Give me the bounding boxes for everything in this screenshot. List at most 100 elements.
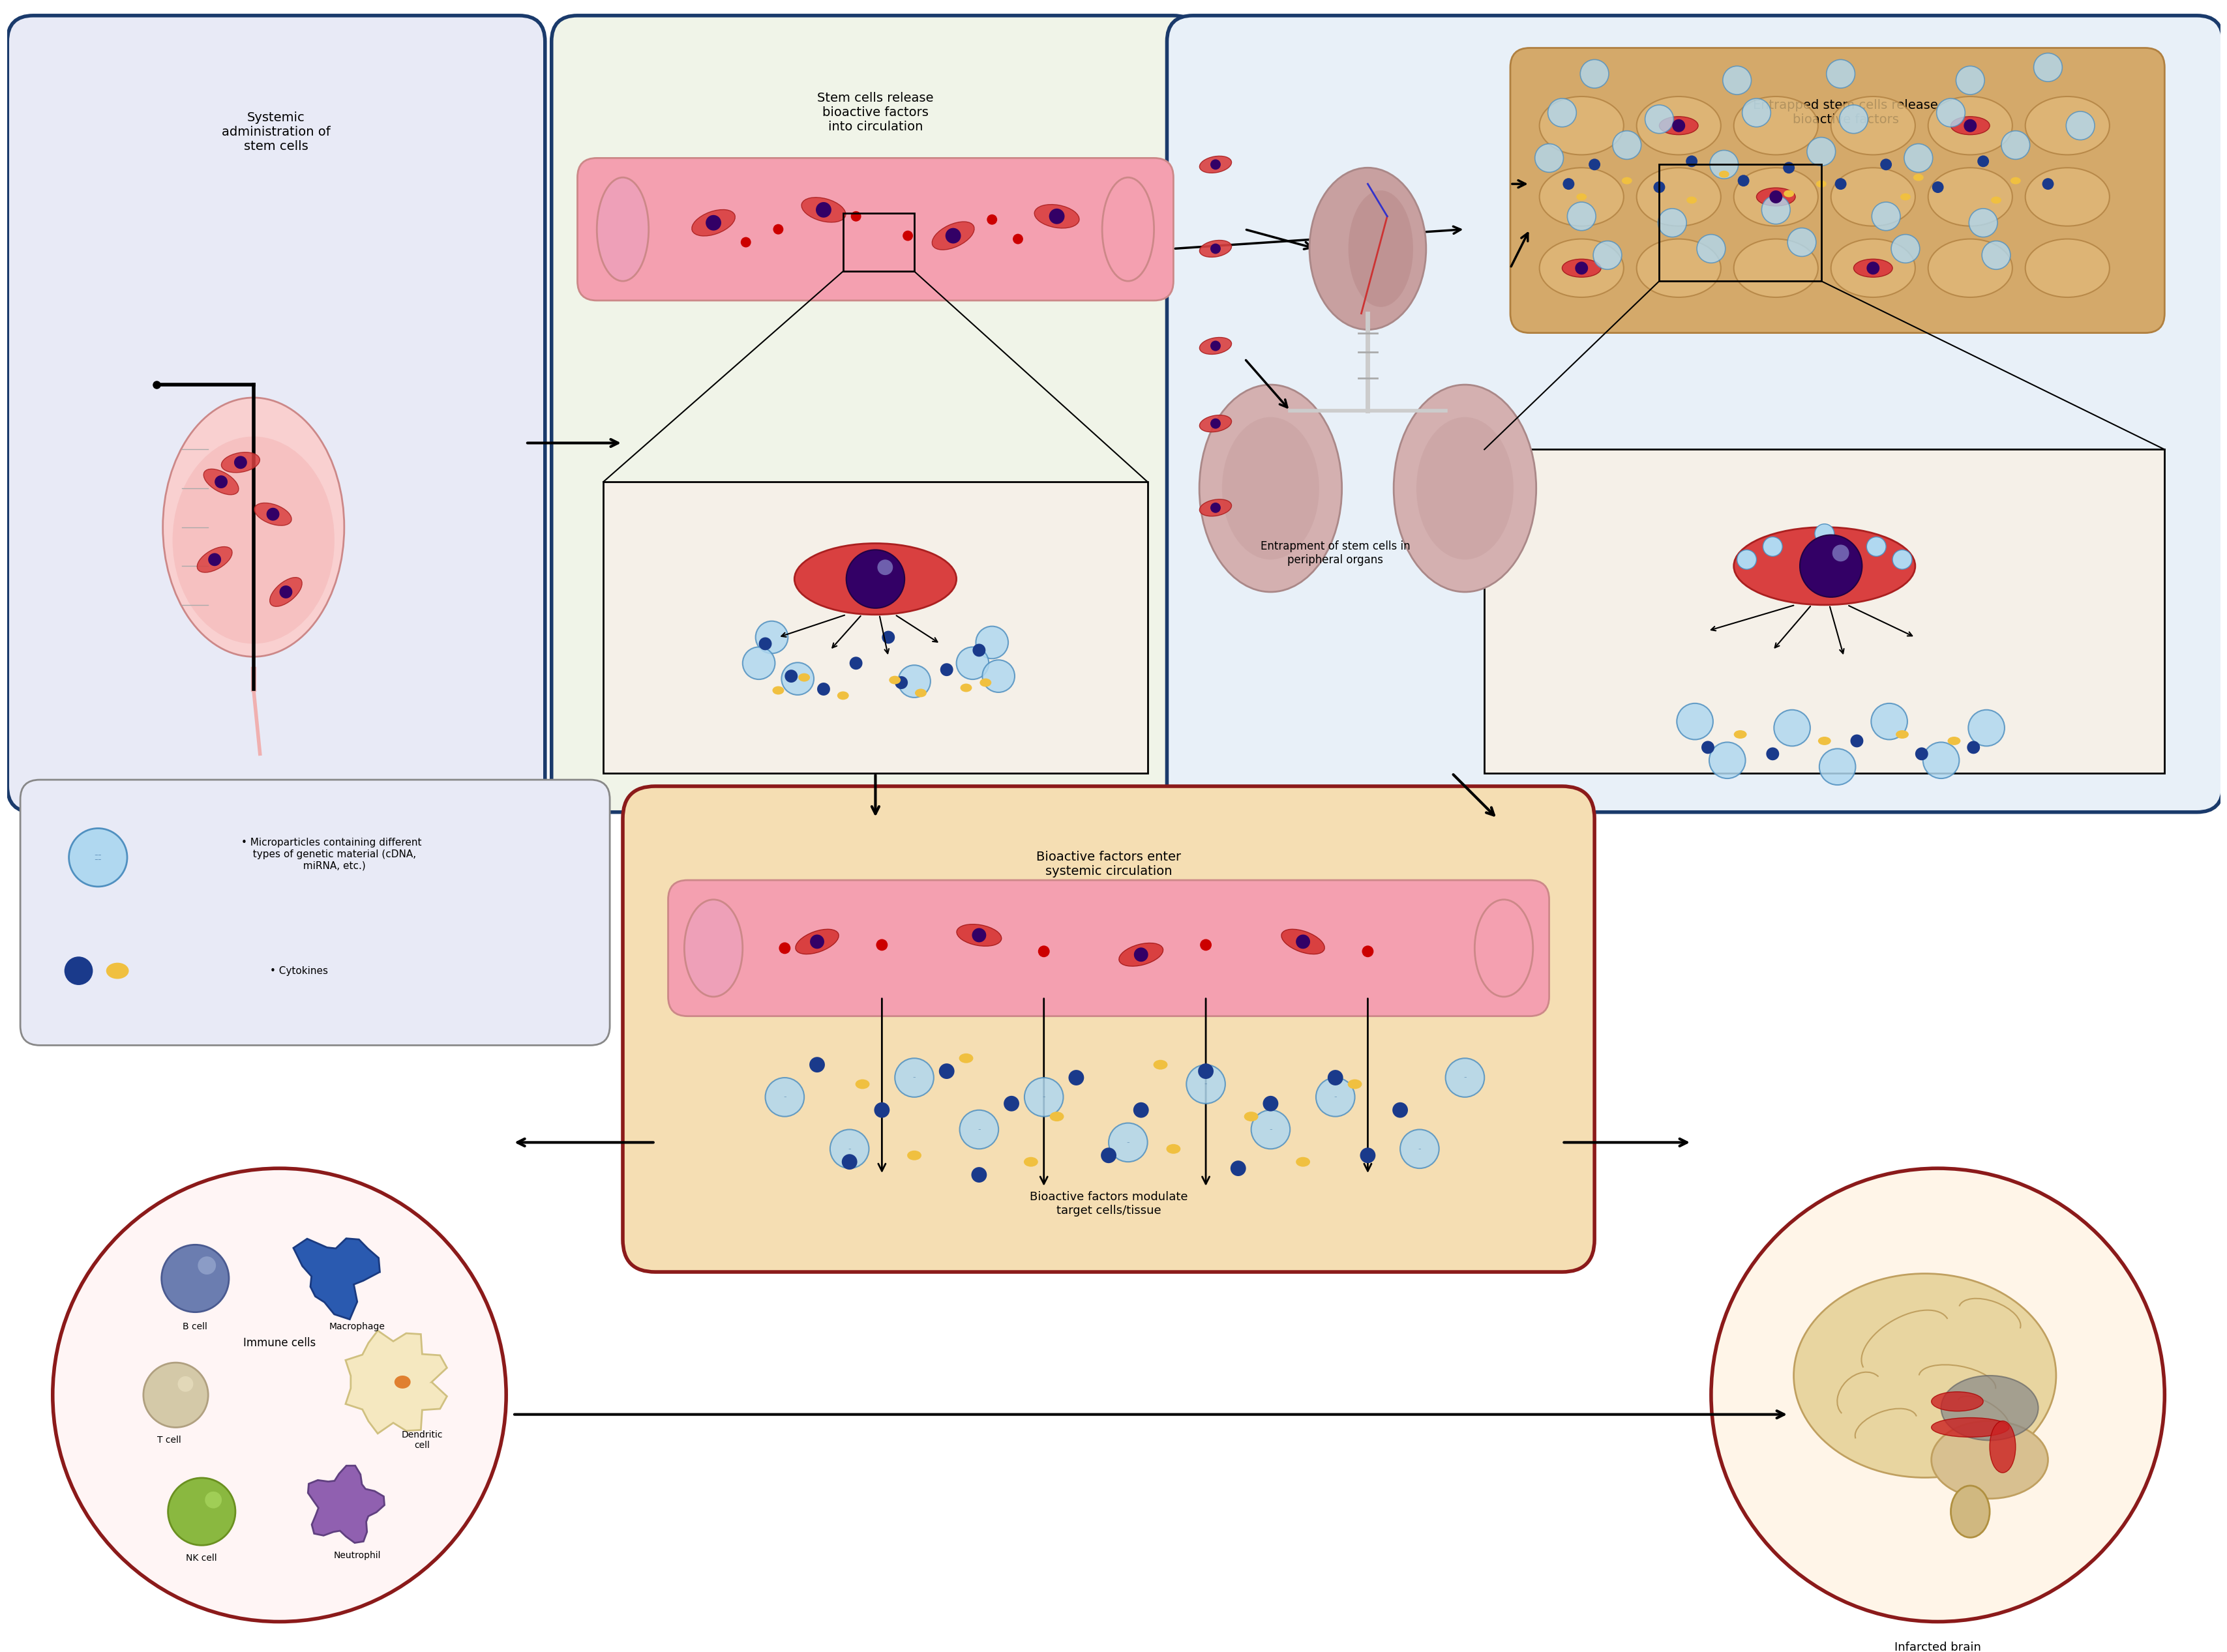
Circle shape xyxy=(2064,111,2093,140)
Circle shape xyxy=(779,942,791,953)
Circle shape xyxy=(1644,106,1672,134)
Circle shape xyxy=(1786,228,1815,256)
Ellipse shape xyxy=(1561,259,1601,278)
Circle shape xyxy=(1534,144,1563,172)
Ellipse shape xyxy=(203,469,238,494)
Circle shape xyxy=(1209,340,1220,350)
Circle shape xyxy=(65,957,94,985)
Ellipse shape xyxy=(1817,737,1831,745)
Circle shape xyxy=(1773,710,1811,747)
Circle shape xyxy=(739,236,750,248)
Polygon shape xyxy=(345,1330,448,1434)
Circle shape xyxy=(1588,159,1599,170)
Circle shape xyxy=(1762,195,1791,225)
Ellipse shape xyxy=(1991,197,2000,203)
Circle shape xyxy=(1978,155,1989,167)
Circle shape xyxy=(2033,53,2062,81)
Ellipse shape xyxy=(1733,527,1915,605)
Circle shape xyxy=(234,456,247,469)
Text: ~~
~~: ~~ ~~ xyxy=(94,852,102,862)
Bar xyxy=(842,213,913,271)
Text: ~: ~ xyxy=(1269,1128,1272,1132)
Ellipse shape xyxy=(1793,1274,2056,1477)
Ellipse shape xyxy=(1946,737,1960,745)
Circle shape xyxy=(975,626,1009,659)
Text: Macrophage: Macrophage xyxy=(330,1323,385,1332)
Circle shape xyxy=(278,585,292,598)
Circle shape xyxy=(1851,735,1862,747)
Ellipse shape xyxy=(254,502,292,525)
Ellipse shape xyxy=(958,1054,973,1064)
Ellipse shape xyxy=(1989,1421,2015,1472)
Ellipse shape xyxy=(1539,240,1623,297)
Ellipse shape xyxy=(1281,928,1325,955)
Ellipse shape xyxy=(1853,259,1893,278)
Text: Systemic
administration of
stem cells: Systemic administration of stem cells xyxy=(223,112,330,152)
Ellipse shape xyxy=(1198,499,1232,515)
Circle shape xyxy=(1229,1161,1245,1176)
Text: Stem cells release
bioactive factors
into circulation: Stem cells release bioactive factors int… xyxy=(817,93,933,134)
Circle shape xyxy=(808,1057,824,1072)
Circle shape xyxy=(1592,241,1621,269)
Circle shape xyxy=(167,1479,236,1545)
Ellipse shape xyxy=(889,676,900,684)
Bar xyxy=(604,482,1147,773)
FancyBboxPatch shape xyxy=(20,780,610,1046)
Circle shape xyxy=(1209,502,1220,512)
Text: Entrapped stem cells release
bioactive factors: Entrapped stem cells release bioactive f… xyxy=(1753,99,1937,126)
Ellipse shape xyxy=(1198,337,1232,354)
Text: Infarcted brain: Infarcted brain xyxy=(1893,1642,1980,1652)
Text: ~: ~ xyxy=(978,1128,980,1132)
Ellipse shape xyxy=(1154,1061,1167,1069)
Ellipse shape xyxy=(1929,96,2011,155)
Circle shape xyxy=(1891,235,1920,263)
Text: ~: ~ xyxy=(1419,1146,1421,1150)
Circle shape xyxy=(938,1064,953,1079)
Circle shape xyxy=(1657,208,1686,236)
Circle shape xyxy=(1574,261,1588,274)
Circle shape xyxy=(1100,1148,1116,1163)
Circle shape xyxy=(1806,137,1835,165)
Ellipse shape xyxy=(2009,177,2020,185)
Ellipse shape xyxy=(1309,169,1425,330)
Ellipse shape xyxy=(837,691,848,700)
Ellipse shape xyxy=(1102,177,1154,281)
Circle shape xyxy=(742,648,775,679)
Circle shape xyxy=(1966,740,1980,753)
Circle shape xyxy=(848,657,862,669)
Circle shape xyxy=(1721,66,1750,94)
Circle shape xyxy=(178,1376,194,1391)
Ellipse shape xyxy=(394,1376,410,1389)
Ellipse shape xyxy=(269,578,303,606)
Circle shape xyxy=(873,1102,889,1118)
Circle shape xyxy=(1982,241,2009,269)
Ellipse shape xyxy=(1198,240,1232,258)
Circle shape xyxy=(1361,1148,1374,1163)
Circle shape xyxy=(1024,1077,1062,1117)
Circle shape xyxy=(706,215,722,231)
Ellipse shape xyxy=(1577,193,1586,200)
Circle shape xyxy=(1922,742,1960,778)
Circle shape xyxy=(1893,550,1911,570)
Circle shape xyxy=(877,560,893,575)
Bar xyxy=(1483,449,2165,773)
Text: NK cell: NK cell xyxy=(187,1553,218,1563)
Circle shape xyxy=(267,507,278,520)
Ellipse shape xyxy=(684,900,742,996)
Ellipse shape xyxy=(955,923,1002,947)
Circle shape xyxy=(1652,182,1664,193)
Circle shape xyxy=(1327,1070,1343,1085)
Circle shape xyxy=(1392,1102,1407,1118)
Circle shape xyxy=(1768,190,1782,203)
Text: • Microparticles containing different
  types of genetic material (cDNA,
  miRNA: • Microparticles containing different ty… xyxy=(241,838,421,871)
Ellipse shape xyxy=(855,1079,869,1089)
Text: ~: ~ xyxy=(1127,1142,1129,1145)
Ellipse shape xyxy=(1024,1156,1038,1166)
Text: ~: ~ xyxy=(848,1146,851,1150)
Circle shape xyxy=(69,828,127,887)
Ellipse shape xyxy=(1929,240,2011,297)
Circle shape xyxy=(1935,99,1964,127)
Ellipse shape xyxy=(915,689,926,697)
Circle shape xyxy=(1871,704,1906,740)
Circle shape xyxy=(1799,535,1862,596)
